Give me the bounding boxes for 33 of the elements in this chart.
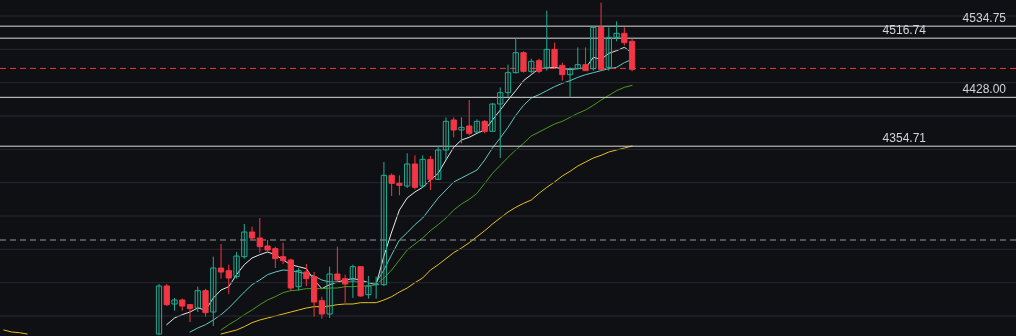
candlestick xyxy=(373,276,380,300)
candlestick xyxy=(590,25,597,72)
candlestick xyxy=(202,288,209,318)
candlestick xyxy=(365,275,372,300)
candlestick xyxy=(442,116,450,161)
candlestick xyxy=(194,286,201,313)
candlestick xyxy=(326,266,333,319)
ref-line-label: 4428.00 xyxy=(962,82,1007,97)
candlestick xyxy=(520,50,527,74)
candlestick xyxy=(210,256,217,327)
candlestick xyxy=(217,243,225,280)
candlestick xyxy=(318,296,325,320)
candlestick xyxy=(466,99,473,136)
candlestick xyxy=(411,154,419,190)
candlestick xyxy=(380,161,388,287)
candlestick xyxy=(349,264,357,299)
candlestick xyxy=(295,267,302,292)
ref-line-label: 4534.75 xyxy=(962,11,1007,26)
candlestick xyxy=(435,145,442,181)
candlestick xyxy=(419,154,426,189)
candlestick xyxy=(427,155,434,191)
candlestick xyxy=(225,264,232,295)
candlestick xyxy=(458,116,465,144)
candlestick xyxy=(543,10,550,72)
candlestick xyxy=(163,283,170,307)
candlestick xyxy=(473,118,481,134)
candlestick xyxy=(450,116,457,138)
candlestick xyxy=(574,46,581,70)
candlestick xyxy=(404,152,411,189)
ref-line-label: 4516.74 xyxy=(882,23,927,38)
candlestick xyxy=(155,283,163,336)
ref-line-label: 4354.71 xyxy=(882,131,927,146)
candlestick xyxy=(566,66,574,98)
